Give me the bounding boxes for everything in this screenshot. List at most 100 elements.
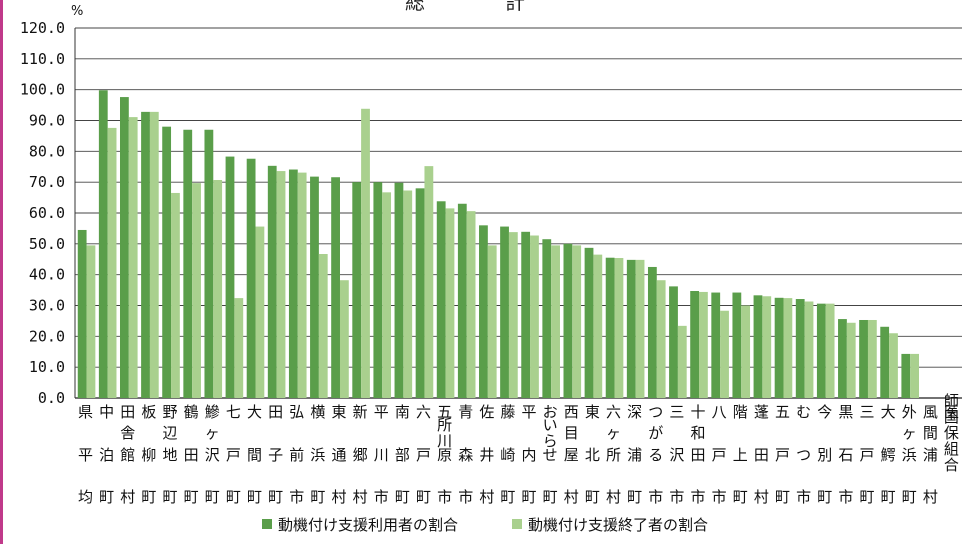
bar	[373, 182, 383, 398]
x-tick-label: 市	[289, 488, 304, 506]
x-tick-label: 鰐	[881, 446, 896, 464]
x-tick-label-part: 辺	[163, 424, 178, 442]
x-tick-label: 平	[374, 403, 389, 421]
bar	[162, 126, 172, 399]
bar	[901, 353, 911, 398]
x-tick-label: 井	[479, 446, 494, 464]
bar	[415, 188, 425, 398]
bar	[867, 319, 877, 398]
bar	[297, 172, 307, 398]
bar	[656, 280, 666, 398]
x-tick-label: 崎	[500, 446, 515, 464]
x-tick-label: 新	[353, 403, 368, 421]
x-tick-label: 浜	[902, 446, 917, 464]
bar	[192, 183, 201, 398]
x-tick-label: 横	[310, 403, 325, 421]
bar	[753, 295, 763, 398]
bar	[246, 158, 256, 398]
y-tick-label: 80.0	[29, 142, 65, 160]
x-tick-label: 戸	[416, 446, 431, 464]
bar	[255, 226, 265, 398]
y-tick-label: 120.0	[20, 19, 65, 37]
x-tick-label-part: 組	[944, 440, 959, 458]
x-tick-label: 町	[881, 488, 896, 506]
y-axis-unit-label: %	[71, 4, 83, 19]
x-tick-label: 東	[585, 403, 600, 421]
x-tick-label: 部	[395, 446, 410, 464]
x-tick-label: 八	[712, 403, 727, 421]
x-tick-label: 町	[416, 488, 431, 506]
bar	[859, 319, 868, 398]
bar	[825, 303, 835, 398]
x-tick-label: 市	[838, 488, 853, 506]
x-tick-label: 平	[78, 446, 93, 464]
bar	[783, 298, 793, 398]
bar	[889, 333, 898, 398]
x-tick-label: 村	[606, 488, 621, 506]
bar	[804, 301, 814, 398]
bar	[183, 129, 193, 398]
bar	[626, 259, 636, 398]
bar	[204, 129, 214, 398]
x-tick-label: 七	[226, 403, 241, 421]
x-tick-label: 町	[627, 488, 642, 506]
bar	[647, 266, 657, 398]
x-tick-label: 町	[163, 488, 178, 506]
bar	[521, 231, 531, 398]
x-tick-label: 所	[606, 446, 621, 464]
legend-swatch	[262, 519, 272, 529]
x-tick-label: 大	[881, 403, 896, 421]
x-tick-label: 地	[163, 446, 178, 464]
x-tick-label: 町	[226, 488, 241, 506]
y-tick-label: 90.0	[29, 112, 65, 130]
bar	[403, 190, 413, 398]
x-tick-label: 市	[669, 488, 684, 506]
x-tick-label: 南	[395, 403, 410, 421]
x-tick-label-part: ヶ	[205, 424, 220, 442]
bar	[605, 257, 615, 398]
x-tick-label-part: 合	[944, 456, 959, 474]
x-tick-label: 外	[902, 403, 917, 421]
x-tick-label-part: 和	[691, 424, 706, 442]
bar	[171, 192, 180, 398]
x-tick-label: 藤	[500, 403, 515, 421]
bar	[910, 353, 920, 398]
bar	[445, 208, 455, 398]
x-tick-label: 県	[78, 403, 93, 421]
x-tick-label: 町	[522, 488, 537, 506]
x-tick-label: 石	[838, 446, 853, 464]
bar	[339, 280, 349, 398]
bar	[361, 108, 370, 399]
x-tick-label: 町	[247, 488, 262, 506]
bar	[141, 111, 150, 398]
y-tick-label: 30.0	[29, 297, 65, 315]
x-tick-label: 川	[374, 446, 389, 464]
x-tick-label: 田	[754, 446, 769, 464]
bar	[677, 325, 687, 398]
bar	[572, 245, 582, 398]
bar	[530, 235, 539, 398]
x-tick-label: 戸	[775, 446, 790, 464]
bar	[584, 247, 594, 398]
y-tick-label: 50.0	[29, 235, 65, 253]
bar	[267, 165, 277, 398]
x-tick-label: せ	[543, 446, 558, 464]
x-tick-label: 佐	[479, 403, 494, 421]
x-tick-label: 前	[289, 446, 304, 464]
bar	[86, 245, 96, 398]
x-tick-label: 郷	[353, 446, 368, 464]
bar	[551, 245, 560, 398]
x-tick-label: 村	[754, 488, 769, 506]
x-tick-label: 館	[120, 446, 135, 464]
bar	[500, 226, 509, 398]
x-tick-label: 村	[120, 488, 135, 506]
x-tick-label: 今	[817, 403, 832, 421]
bar	[732, 292, 742, 398]
x-tick-label: 北	[585, 446, 600, 464]
x-tick-label: 蓬	[754, 403, 769, 421]
bar	[318, 254, 328, 398]
bar	[816, 303, 826, 398]
bar	[436, 201, 446, 398]
bar	[690, 291, 700, 398]
bar	[352, 182, 362, 398]
